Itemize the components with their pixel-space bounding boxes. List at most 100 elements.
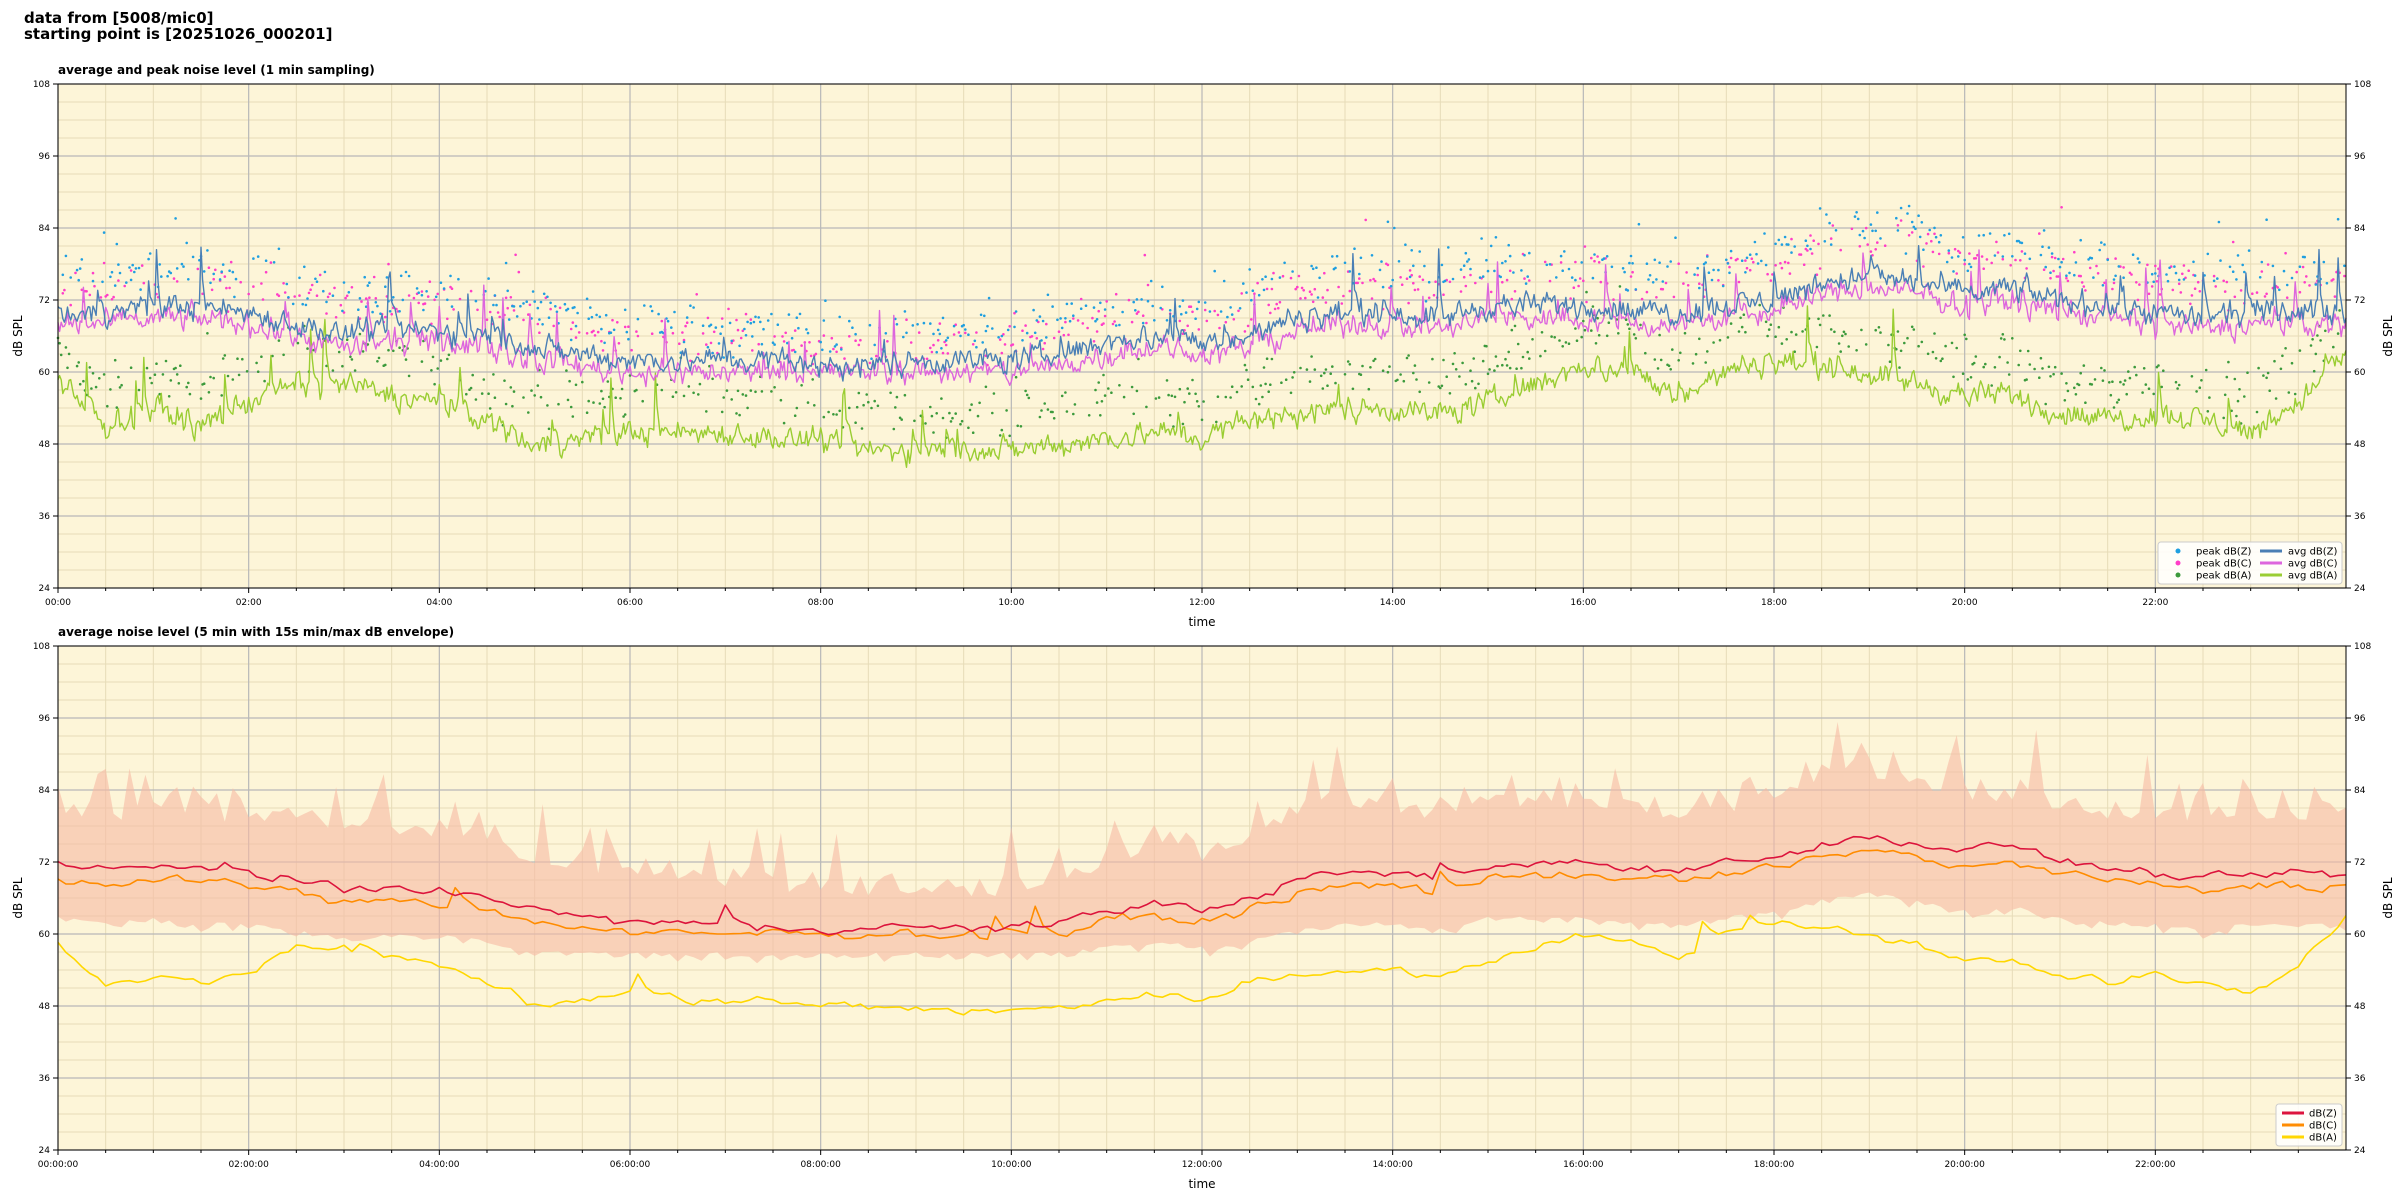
chart1-peak-point xyxy=(549,301,552,305)
chart1-peak-point xyxy=(509,296,513,299)
chart1-peak-point xyxy=(1558,339,1561,342)
chart1-peak-point xyxy=(1512,271,1515,274)
chart1-peak-point xyxy=(1582,279,1585,283)
chart1-peak-point xyxy=(1024,324,1027,327)
chart1-peak-point xyxy=(366,284,370,287)
chart1-peak-point xyxy=(1378,268,1382,272)
chart1-peak-point xyxy=(372,275,376,279)
chart1-peak-point xyxy=(2274,397,2278,400)
chart1-peak-point xyxy=(712,330,716,334)
chart1-peak-point xyxy=(1410,249,1413,252)
chart1-peak-point xyxy=(1717,268,1720,272)
chart1-peak-point xyxy=(285,282,289,286)
chart1-peak-point xyxy=(2284,347,2287,350)
chart1-peak-point xyxy=(705,410,708,413)
chart1-peak-point xyxy=(1961,372,1965,376)
chart1-peak-point xyxy=(1995,240,1998,244)
chart1-peak-point xyxy=(671,331,675,335)
chart1-peak-point xyxy=(2114,274,2117,278)
chart1-peak-point xyxy=(1030,335,1034,338)
chart1-peak-point xyxy=(2285,296,2289,300)
chart1-peak-point xyxy=(503,379,506,383)
chart1-peak-point xyxy=(929,322,932,325)
chart1-peak-point xyxy=(1451,362,1455,366)
chart1-peak-point xyxy=(936,328,940,332)
chart1-peak-point xyxy=(749,321,753,325)
chart1-peak-point xyxy=(536,384,540,387)
chart1-peak-point xyxy=(1103,308,1107,311)
chart1-peak-point xyxy=(714,326,718,329)
chart1-peak-point xyxy=(1750,257,1754,261)
chart1-peak-point xyxy=(1267,303,1270,307)
chart1-peak-point xyxy=(1895,347,1898,351)
chart1-peak-point xyxy=(525,300,528,304)
chart1-peak-point xyxy=(2206,410,2210,413)
chart1-peak-point xyxy=(1326,288,1329,292)
chart1-peak-point xyxy=(1760,259,1763,263)
chart1-peak-point xyxy=(857,391,861,395)
chart1-peak-point xyxy=(1280,381,1283,385)
chart1-peak-point xyxy=(1818,267,1822,270)
chart1-peak-point xyxy=(1308,290,1312,294)
chart1-peak-point xyxy=(557,402,560,406)
chart1-peak-point xyxy=(1213,309,1216,313)
chart1-peak-point xyxy=(1721,284,1725,288)
chart1-peak-point xyxy=(2068,271,2071,275)
chart1-peak-point xyxy=(2152,280,2155,284)
chart1-peak-point xyxy=(1863,236,1866,240)
chart1-peak-point xyxy=(1918,235,1922,239)
chart1-peak-point xyxy=(1858,233,1862,237)
chart1-peak-point xyxy=(471,373,475,377)
chart1-peak-point xyxy=(1785,338,1788,341)
chart1-peak-point xyxy=(2285,283,2289,287)
chart1-peak-point xyxy=(660,319,664,323)
chart1-peak-point xyxy=(431,355,435,359)
chart1-peak-point xyxy=(2195,390,2198,393)
chart1-peak-point xyxy=(1326,384,1329,388)
chart1-peak-point xyxy=(2108,381,2111,384)
chart1-ytick-label-left: 48 xyxy=(39,440,51,450)
chart1-peak-point xyxy=(916,323,919,326)
starting-point-label: starting point is [20251026_000201] xyxy=(24,25,333,43)
chart1-peak-point xyxy=(2065,274,2068,278)
chart1-peak-point xyxy=(514,253,517,257)
chart1-peak-point xyxy=(1278,276,1282,279)
chart1-peak-point xyxy=(1898,366,1901,369)
chart1-peak-point xyxy=(2238,388,2241,391)
chart1-ytick-label-left: 24 xyxy=(39,584,51,594)
chart1-peak-point xyxy=(469,289,473,293)
chart1-peak-point xyxy=(1718,338,1722,342)
chart1-peak-point xyxy=(1941,357,1944,361)
chart1-peak-point xyxy=(576,311,579,315)
chart2-ylabel: dB SPL xyxy=(11,877,25,919)
chart1-peak-point xyxy=(1906,212,1909,215)
chart1-peak-point xyxy=(843,357,846,360)
chart1-peak-point xyxy=(94,385,98,389)
chart1-peak-point xyxy=(917,331,921,334)
chart1-peak-point xyxy=(1434,280,1437,284)
chart1-peak-point xyxy=(951,416,954,420)
chart1-xtick-label: 16:00 xyxy=(1570,598,1596,608)
chart1-peak-point xyxy=(657,312,660,316)
chart1-peak-point xyxy=(2324,329,2327,333)
chart1-peak-point xyxy=(2127,370,2130,373)
chart1-peak-point xyxy=(1952,270,1955,273)
chart1-peak-point xyxy=(855,405,859,409)
chart1-peak-point xyxy=(735,318,738,322)
chart1-peak-point xyxy=(307,291,311,295)
chart1-peak-point xyxy=(760,390,764,393)
chart1-peak-point xyxy=(2044,265,2047,269)
chart1-peak-point xyxy=(315,280,319,284)
chart1-peak-point xyxy=(943,340,946,344)
chart1-peak-point xyxy=(1122,395,1126,399)
chart1-peak-point xyxy=(387,262,390,266)
chart1-peak-point xyxy=(1154,397,1158,400)
chart1-xtick-label: 20:00 xyxy=(1952,598,1978,608)
chart1-peak-point xyxy=(792,348,795,352)
chart1-peak-point xyxy=(485,318,489,322)
chart1-peak-point xyxy=(2312,369,2316,373)
chart1-peak-point xyxy=(619,397,622,400)
chart1-peak-point xyxy=(903,310,907,313)
chart1-peak-point xyxy=(1679,351,1682,355)
